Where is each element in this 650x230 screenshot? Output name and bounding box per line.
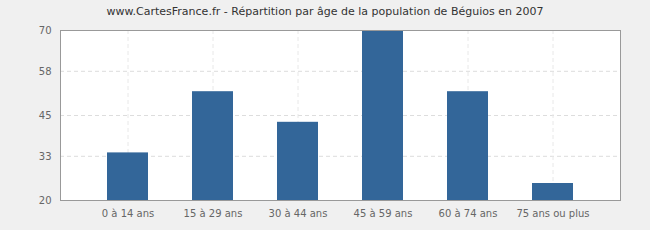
svg-text:70: 70: [39, 25, 52, 36]
svg-text:60 à 74 ans: 60 à 74 ans: [439, 208, 498, 219]
svg-text:45: 45: [39, 110, 52, 121]
svg-text:0 à 14 ans: 0 à 14 ans: [102, 208, 154, 219]
svg-text:30 à 44 ans: 30 à 44 ans: [269, 208, 328, 219]
svg-text:20: 20: [39, 195, 52, 206]
svg-text:58: 58: [39, 66, 52, 77]
svg-text:33: 33: [39, 151, 52, 162]
svg-text:75 ans ou plus: 75 ans ou plus: [516, 208, 589, 219]
svg-text:15 à 29 ans: 15 à 29 ans: [184, 208, 243, 219]
svg-text:45 à 59 ans: 45 à 59 ans: [354, 208, 413, 219]
html-text:www.CartesFrance.fr - Répartit: www.CartesFrance.fr - Répartition par âg…: [106, 5, 544, 18]
